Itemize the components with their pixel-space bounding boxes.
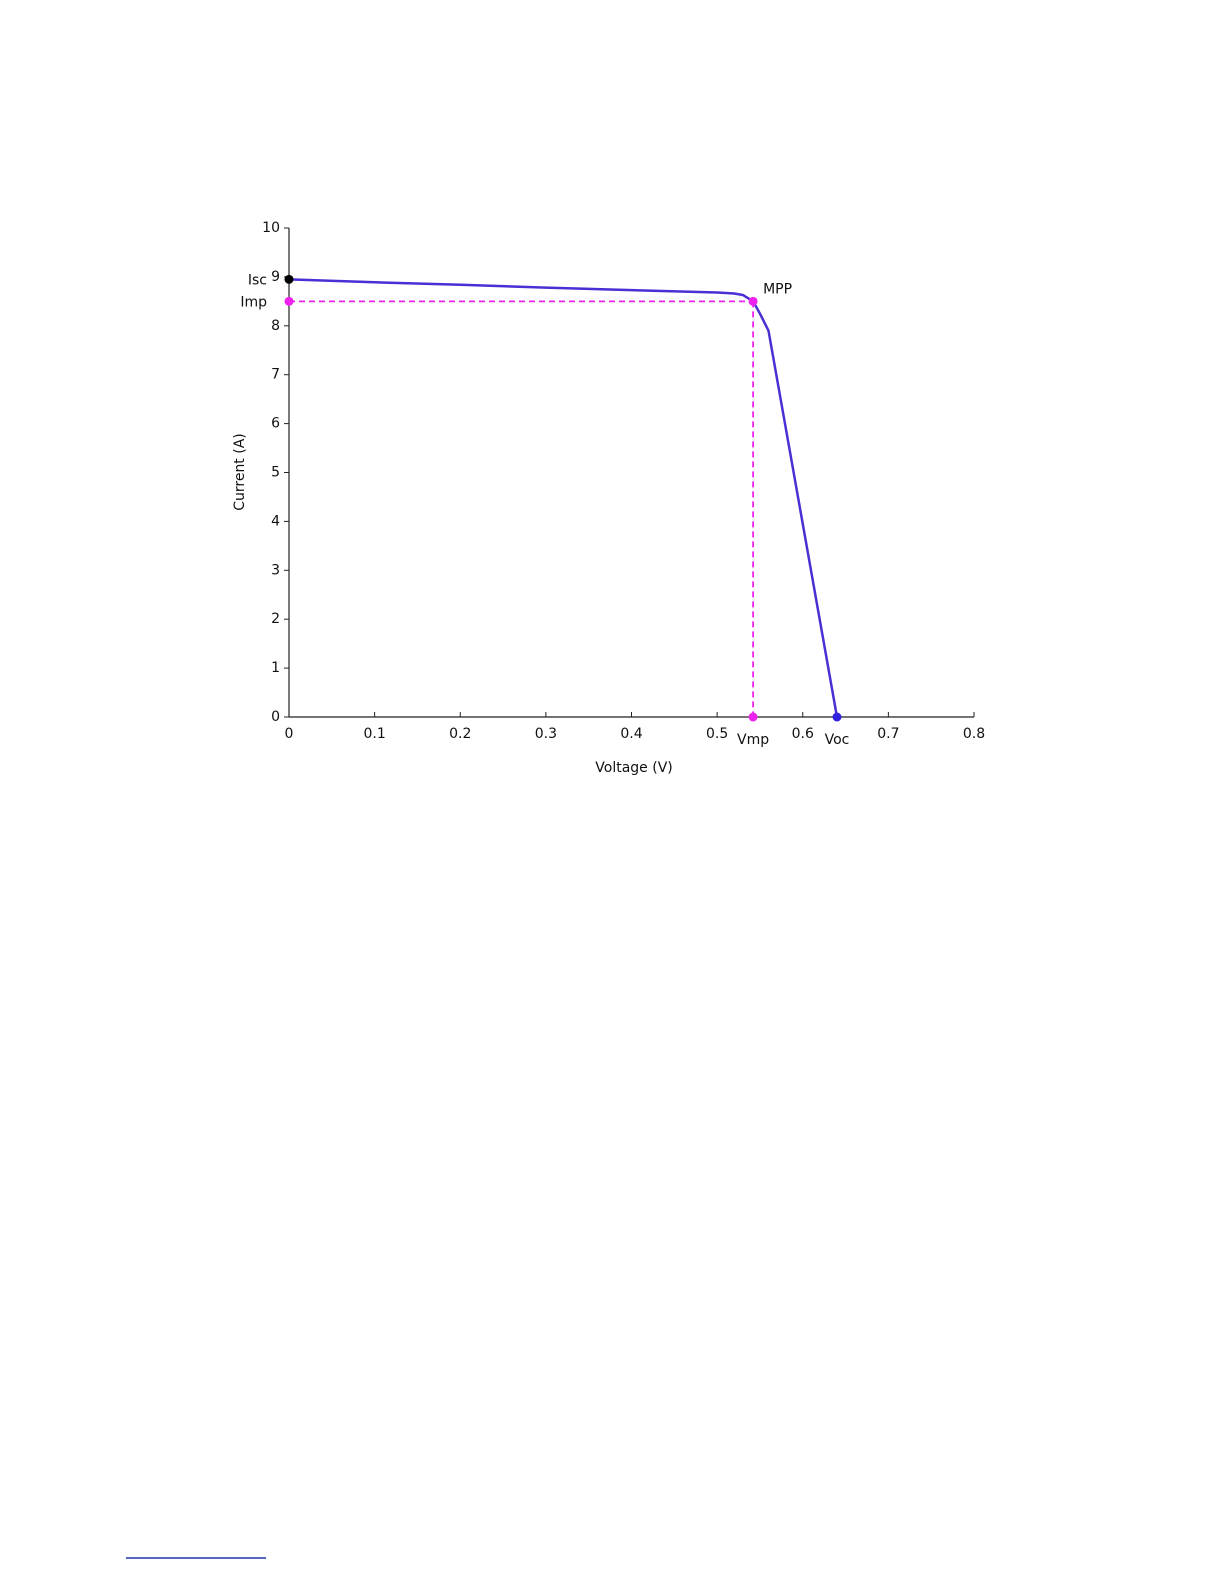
y-tick-label: 4 [271,513,280,529]
x-tick-label: 0.8 [963,726,985,742]
y-tick-label: 6 [271,416,280,432]
x-tick-label: 0.7 [877,726,899,742]
point-label: MPP [763,281,792,297]
point-label: Voc [825,732,850,748]
y-tick-label: 9 [271,269,280,285]
x-axis-label: Voltage (V) [595,760,672,776]
y-tick-label: 1 [271,660,280,676]
x-tick-label: 0.6 [792,726,814,742]
y-tick-label: 8 [271,318,280,334]
x-tick-label: 0.4 [620,726,642,742]
key-point [284,296,294,306]
x-tick-label: 0.5 [706,726,728,742]
y-tick-label: 7 [271,367,280,383]
y-tick-label: 2 [271,611,280,627]
point-label: Isc [248,272,267,288]
curve [288,278,839,718]
point-label: Imp [240,294,267,310]
key-point [284,274,294,284]
y-tick-label: 3 [271,562,280,578]
point-label: Vmp [737,732,769,748]
x-tick-label: 0 [285,726,294,742]
x-tick-label: 0.2 [449,726,471,742]
x-tick-label: 0.3 [535,726,557,742]
y-axis-label: Current (A) [232,433,248,511]
y-tick-label: 5 [271,465,280,481]
key-point [748,712,758,722]
y-tick-label: 0 [271,709,280,725]
y-tick-label: 10 [262,220,280,236]
key-point [832,712,842,722]
key-point [748,296,758,306]
x-tick-label: 0.1 [363,726,385,742]
